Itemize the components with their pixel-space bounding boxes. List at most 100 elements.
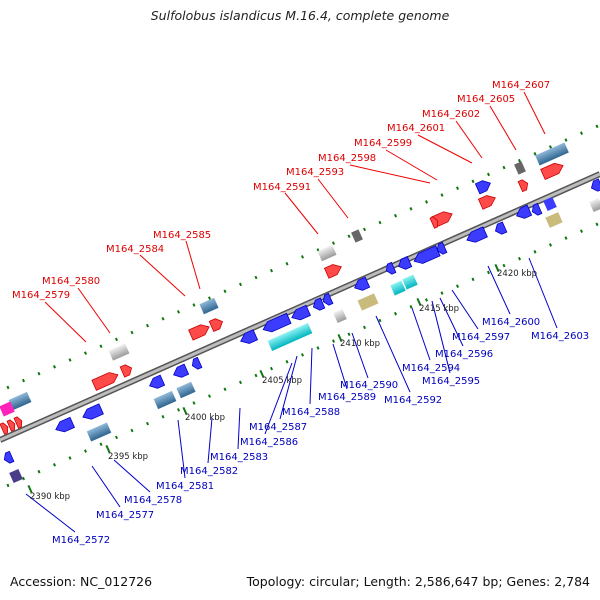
tick-label: 2405 kbp (262, 376, 302, 386)
leader-line-reverse (279, 355, 298, 420)
track-dot (517, 158, 522, 163)
reverse-gene-labels: M164_2572 M164_2577 M164_2578 M164_2581 … (52, 317, 589, 546)
gene-label-reverse: M164_2590 (340, 380, 398, 391)
track-dot (52, 463, 57, 467)
track-dot (378, 220, 382, 225)
track-dot (269, 366, 274, 371)
track-dot (300, 353, 305, 357)
track-dot (68, 456, 72, 460)
track-dot (424, 200, 429, 204)
gene-feature (357, 293, 379, 311)
track-dot (347, 332, 351, 337)
gene-feature (514, 161, 526, 175)
genome-stats-text: Topology: circular; Length: 2,586,647 bp… (246, 574, 590, 589)
track-dot (83, 449, 88, 453)
leader-line-forward (139, 254, 186, 297)
gene-label-forward: M164_2593 (286, 167, 344, 178)
track-dot (595, 222, 599, 227)
gene-feature (429, 216, 439, 229)
gene-feature (191, 356, 203, 370)
track-dot (548, 145, 553, 149)
track-dot (316, 346, 320, 350)
track-dot (114, 337, 119, 342)
major-tick (27, 484, 33, 494)
track-dot (502, 263, 506, 268)
leader-line-forward (185, 240, 201, 290)
leader-line-forward (317, 178, 349, 219)
gene-label-forward: M164_2591 (253, 182, 311, 193)
gene-label-forward: M164_2580 (42, 276, 100, 287)
tick-label: 2390 kbp (30, 492, 70, 502)
track-dot (37, 469, 41, 474)
leader-line-reverse (375, 315, 411, 393)
gene-feature (540, 162, 564, 181)
gene-features (0, 142, 600, 484)
gene-feature (199, 297, 219, 315)
track-dot (68, 358, 72, 362)
gene-label-reverse: M164_2588 (282, 407, 340, 418)
gene-feature (535, 142, 569, 166)
gene-label-reverse: M164_2597 (452, 332, 510, 343)
tick-label: 2415 kbp (419, 304, 459, 314)
gene-feature (153, 390, 177, 410)
track-dot (502, 165, 506, 170)
gene-label-reverse: M164_2603 (531, 331, 589, 342)
gene-label-reverse: M164_2578 (124, 495, 182, 506)
leader-line-forward (417, 134, 473, 164)
gene-label-forward: M164_2607 (492, 80, 550, 91)
gene-feature (494, 221, 508, 235)
major-tick (259, 369, 265, 379)
track-dot (471, 179, 475, 184)
gene-label-reverse: M164_2600 (482, 317, 540, 328)
track-dot (254, 373, 258, 378)
gene-feature (545, 212, 563, 228)
gene-feature (9, 468, 23, 484)
gene-feature (312, 297, 326, 311)
track-dot (145, 323, 150, 328)
leader-line-reverse (177, 419, 186, 479)
leader-line-forward (349, 164, 431, 184)
track-dot (176, 310, 181, 314)
track-dot (269, 268, 274, 273)
track-dot (223, 387, 227, 392)
gene-feature (516, 204, 533, 219)
track-dot (393, 311, 398, 316)
track-dot (409, 305, 413, 309)
track-dot (99, 344, 103, 348)
track-dot (99, 442, 103, 446)
tick-label: 2395 kbp (108, 452, 148, 462)
gene-feature (413, 245, 441, 264)
gene-label-reverse: M164_2595 (422, 376, 480, 387)
track-dot (285, 261, 289, 266)
track-dot (238, 282, 243, 287)
track-dot (378, 318, 382, 323)
leader-line-forward (44, 301, 87, 343)
track-dot (579, 131, 584, 135)
gene-label-forward: M164_2584 (106, 244, 164, 255)
gene-label-forward: M164_2602 (422, 109, 480, 120)
track-dot (207, 296, 212, 300)
gene-feature (390, 280, 406, 296)
gene-feature (55, 416, 75, 433)
major-tick (337, 333, 343, 343)
gene-label-forward: M164_2605 (457, 94, 515, 105)
track-dot (161, 316, 165, 321)
map-title: Sulfolobus islandicus M.16.4, complete g… (150, 8, 450, 23)
forward-gene-labels: M164_2579 M164_2580 M164_2584 M164_2585 … (12, 80, 550, 301)
leader-line-forward (523, 91, 546, 135)
track-dot (595, 124, 599, 129)
gene-feature (354, 276, 371, 291)
gene-feature (173, 363, 190, 378)
track-dot (223, 289, 227, 294)
gene-label-reverse: M164_2594 (402, 363, 460, 374)
gene-feature (333, 308, 347, 324)
track-dot (362, 227, 367, 232)
track-dot (486, 270, 491, 275)
label-leader-lines (25, 91, 558, 533)
track-dot (331, 241, 336, 245)
track-dot (6, 483, 10, 488)
track-dot (564, 236, 568, 240)
leader-line-reverse (431, 300, 451, 374)
leader-line-reverse (332, 343, 348, 390)
